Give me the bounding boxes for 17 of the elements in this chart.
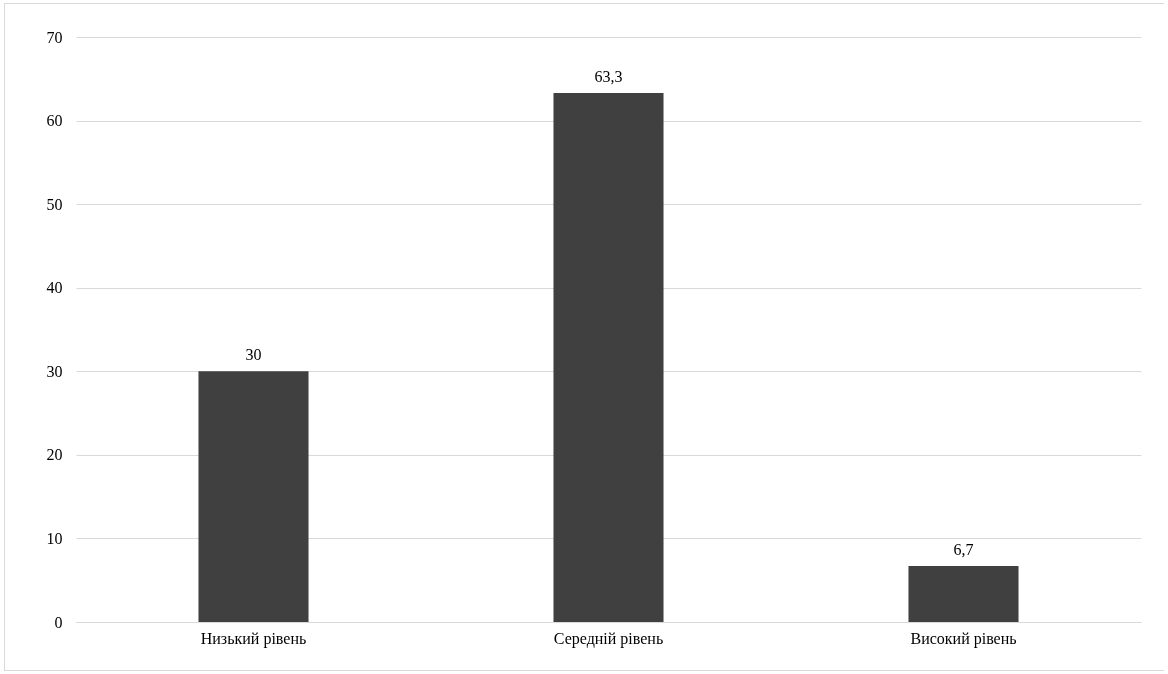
data-label: 6,7 xyxy=(953,541,974,559)
y-tick-label: 70 xyxy=(46,28,63,46)
y-tick-label: 10 xyxy=(46,529,63,547)
y-tick-label: 60 xyxy=(46,112,63,130)
y-tick-label: 30 xyxy=(46,362,63,380)
bar xyxy=(198,371,309,622)
x-tick-label: Високий рівень xyxy=(910,629,1017,648)
y-tick-label: 40 xyxy=(46,279,63,297)
y-tick-label: 50 xyxy=(46,195,63,213)
y-tick-label: 20 xyxy=(46,446,63,464)
data-label: 63,3 xyxy=(594,67,623,85)
x-tick-label: Низький рівень xyxy=(200,629,307,648)
y-tick-label: 0 xyxy=(54,613,63,631)
data-label: 30 xyxy=(245,346,262,364)
bar xyxy=(908,566,1019,622)
bar xyxy=(553,92,664,622)
x-tick-label: Середній рівень xyxy=(553,629,664,648)
